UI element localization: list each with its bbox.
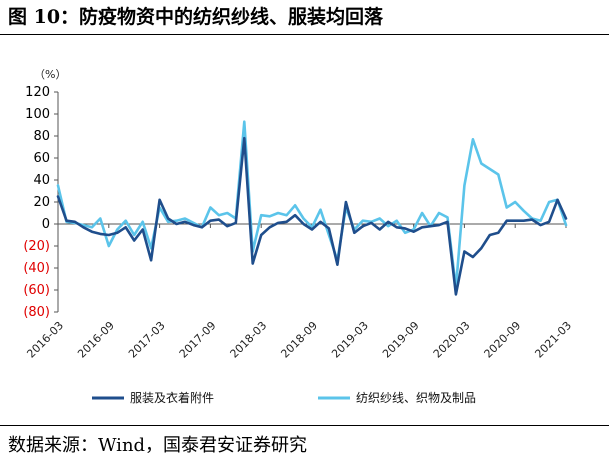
- y-tick-label: (80): [23, 305, 50, 320]
- source-divider: [0, 425, 609, 426]
- series-line-textile: [56, 120, 568, 290]
- x-tick-label: 2018-09: [278, 319, 320, 361]
- x-tick-label: 2016-03: [24, 319, 66, 361]
- x-tick-label: 2019-03: [329, 319, 371, 361]
- x-tick-label: 2017-03: [126, 319, 168, 361]
- x-tick-label: 2018-03: [228, 319, 270, 361]
- y-tick-label: 20: [33, 195, 50, 210]
- y-tick-label: (40): [23, 261, 50, 276]
- x-axis: 2016-03 2016-09 2017-03 2017-09 2018-03 2018-…: [24, 223, 574, 361]
- y-tick-label: 100: [25, 107, 50, 122]
- y-tick-label: 80: [33, 129, 50, 144]
- chart-legend: 服装及衣着附件 纺织纱线、织物及制品: [92, 390, 476, 405]
- y-tick-label: 0: [42, 217, 50, 232]
- legend-label-textile: 纺织纱线、织物及制品: [356, 391, 476, 405]
- figure-title: 图 10：防疫物资中的纺织纱线、服装均回落: [8, 6, 384, 28]
- x-tick-label: 2017-09: [177, 319, 219, 361]
- y-tick-label: (60): [23, 283, 50, 298]
- y-axis: 120 100 80 60 40 20 0 (20) (40) (60) (80): [23, 85, 59, 320]
- y-tick-label: 60: [33, 151, 50, 166]
- legend-label-apparel: 服装及衣着附件: [130, 390, 214, 405]
- data-source-note: 数据来源：Wind，国泰君安证券研究: [8, 435, 308, 456]
- x-tick-label: 2019-09: [380, 319, 422, 361]
- title-divider: [0, 34, 609, 35]
- x-tick-label: 2016-09: [75, 319, 117, 361]
- y-unit-label: （%）: [34, 68, 66, 81]
- y-tick-label: 40: [33, 173, 50, 188]
- series-line-apparel: [56, 136, 568, 296]
- x-tick-label: 2021-03: [532, 319, 574, 361]
- x-tick-label: 2020-09: [482, 319, 524, 361]
- series-layer: [56, 120, 568, 296]
- y-tick-label: 120: [25, 85, 50, 100]
- x-tick-label: 2020-03: [431, 319, 473, 361]
- y-tick-label: (20): [23, 239, 50, 254]
